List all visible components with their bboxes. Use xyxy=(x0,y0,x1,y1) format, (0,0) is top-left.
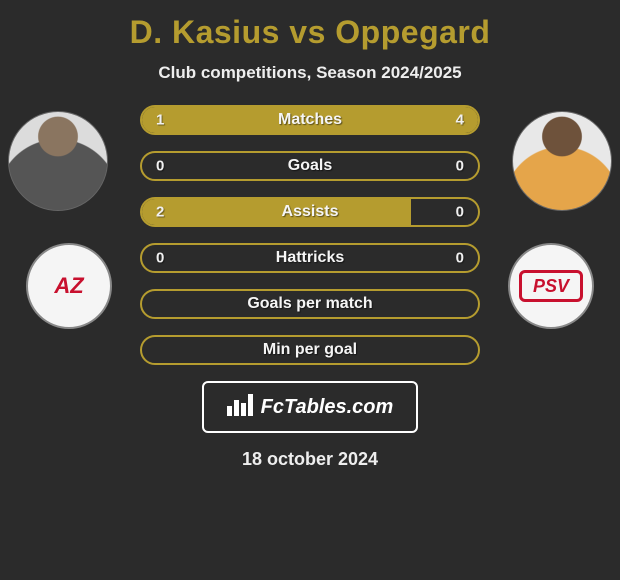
comparison-content: AZ PSV 1 4 Matches 0 0 Goals 2 0 Assists 0 0 Hattri… xyxy=(0,105,620,375)
bar-chart-icon xyxy=(227,394,253,421)
stat-row: Goals per match xyxy=(140,289,480,319)
avatar-silhouette-icon xyxy=(513,112,611,210)
stat-label: Matches xyxy=(278,111,342,129)
stat-label: Goals per match xyxy=(247,295,372,313)
stat-value-left: 0 xyxy=(156,158,164,175)
stat-fill-left xyxy=(142,199,411,225)
stat-row: 2 0 Assists xyxy=(140,197,480,227)
avatar-silhouette-icon xyxy=(9,112,107,210)
player-avatar-right xyxy=(512,111,612,211)
stat-fill-left xyxy=(142,107,209,133)
comparison-subtitle: Club competitions, Season 2024/2025 xyxy=(0,63,620,83)
stat-value-left: 0 xyxy=(156,250,164,267)
stat-value-left: 2 xyxy=(156,204,164,221)
stat-fill-right xyxy=(209,107,478,133)
stat-row: Min per goal xyxy=(140,335,480,365)
stat-label: Min per goal xyxy=(263,341,357,359)
club-badge-right: PSV xyxy=(508,243,594,329)
stat-value-right: 0 xyxy=(456,158,464,175)
stat-value-right: 0 xyxy=(456,204,464,221)
stat-value-left: 1 xyxy=(156,112,164,129)
stat-row: 1 4 Matches xyxy=(140,105,480,135)
stat-value-right: 0 xyxy=(456,250,464,267)
stat-label: Hattricks xyxy=(276,249,344,267)
comparison-date: 18 october 2024 xyxy=(0,449,620,470)
stat-value-right: 4 xyxy=(456,112,464,129)
stat-row: 0 0 Hattricks xyxy=(140,243,480,273)
comparison-title: D. Kasius vs Oppegard xyxy=(0,0,620,51)
club-label-left: AZ xyxy=(54,273,83,299)
branding-badge: FcTables.com xyxy=(202,381,418,433)
club-badge-left: AZ xyxy=(26,243,112,329)
player-avatar-left xyxy=(8,111,108,211)
stat-bars: 1 4 Matches 0 0 Goals 2 0 Assists 0 0 Hattricks Goal… xyxy=(140,105,480,381)
stat-row: 0 0 Goals xyxy=(140,151,480,181)
stat-label: Assists xyxy=(282,203,339,221)
club-label-right: PSV xyxy=(519,270,583,302)
branding-text: FcTables.com xyxy=(261,396,394,419)
stat-label: Goals xyxy=(288,157,332,175)
